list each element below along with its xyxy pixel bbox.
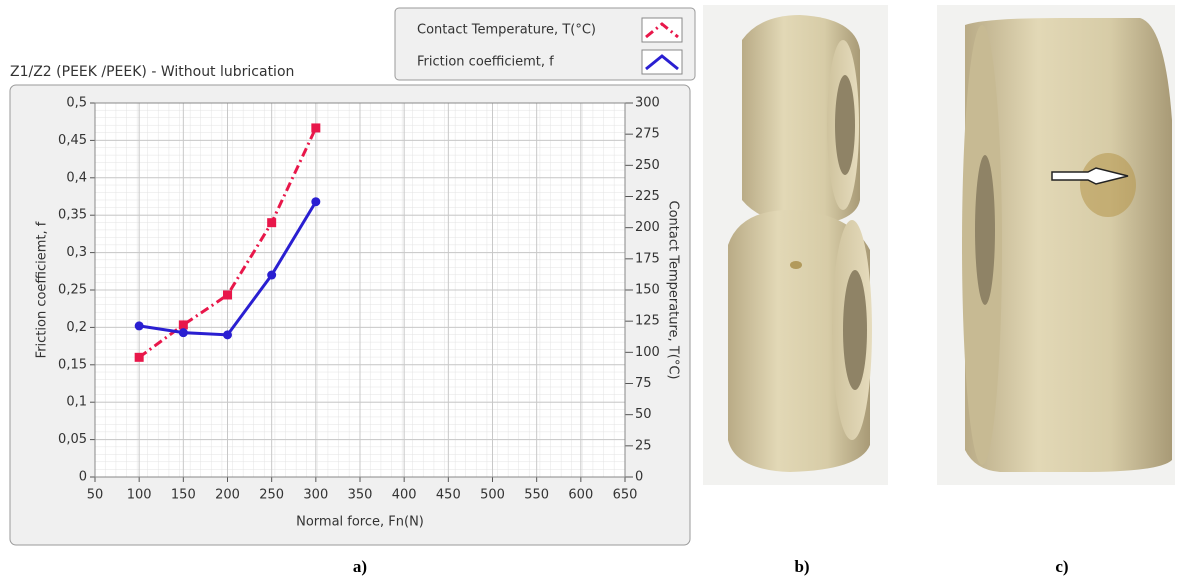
legend-swatch xyxy=(641,49,683,75)
x-tick-label: 50 xyxy=(87,488,104,503)
legend-swatch xyxy=(641,17,683,43)
photo-c xyxy=(937,5,1175,485)
y2-tick-label: 225 xyxy=(635,189,660,204)
y-axis-label: Friction coefficiemt, f xyxy=(35,221,50,358)
legend-line xyxy=(645,54,679,71)
y2-tick-label: 75 xyxy=(635,376,652,391)
panel-label: c) xyxy=(1055,557,1068,576)
x-tick-label: 150 xyxy=(171,488,196,503)
point xyxy=(134,352,144,362)
y2-tick-label: 0 xyxy=(635,470,643,485)
y2-tick-label: 175 xyxy=(635,251,660,266)
panel-label: a) xyxy=(353,557,367,576)
y2-tick-label: 300 xyxy=(635,96,660,111)
legend-line xyxy=(645,22,679,39)
x-tick-label: 300 xyxy=(303,488,328,503)
photo-b xyxy=(703,5,888,485)
point xyxy=(178,320,188,330)
x-axis-label: Normal force, Fn(N) xyxy=(296,515,424,530)
y-tick-label: 0,25 xyxy=(58,283,87,298)
y2-tick-label: 150 xyxy=(635,283,660,298)
y2-tick-label: 200 xyxy=(635,220,660,235)
y2-tick-label: 25 xyxy=(635,438,652,453)
point xyxy=(311,123,321,133)
y2-tick-label: 50 xyxy=(635,407,652,422)
legend-label: Friction coefficiemt, f xyxy=(417,55,554,70)
y-tick-label: 0 xyxy=(79,470,87,485)
y-tick-label: 0,15 xyxy=(58,357,87,372)
point xyxy=(311,197,321,207)
chart-title: Z1/Z2 (PEEK /PEEK) - Without lubrication xyxy=(10,64,294,80)
y2-tick-label: 100 xyxy=(635,345,660,360)
x-tick-label: 200 xyxy=(215,488,240,503)
y-tick-label: 0,5 xyxy=(66,96,87,111)
y2-axis-label: Contact Temperature, T(°C) xyxy=(666,201,681,380)
point xyxy=(134,321,144,331)
y2-tick-label: 125 xyxy=(635,314,660,329)
point xyxy=(178,328,188,338)
x-tick-label: 500 xyxy=(480,488,505,503)
y-tick-label: 0,2 xyxy=(66,320,87,335)
point xyxy=(223,290,232,300)
plot-frame xyxy=(94,102,626,478)
y-tick-label: 0,3 xyxy=(66,245,87,260)
y2-tick-label: 275 xyxy=(635,127,660,142)
x-tick-label: 650 xyxy=(613,488,638,503)
x-tick-label: 400 xyxy=(392,488,417,503)
y-tick-label: 0,35 xyxy=(58,208,87,223)
point xyxy=(267,270,277,280)
x-tick-label: 350 xyxy=(348,488,373,503)
y-tick-label: 0,4 xyxy=(66,170,87,185)
y-tick-label: 0,05 xyxy=(58,432,87,447)
point xyxy=(267,218,277,228)
x-tick-label: 550 xyxy=(524,488,549,503)
y-tick-label: 0,1 xyxy=(66,395,87,410)
x-tick-label: 250 xyxy=(259,488,284,503)
y2-tick-label: 250 xyxy=(635,158,660,173)
x-tick-label: 100 xyxy=(127,488,152,503)
legend-label: Contact Temperature, T(°C) xyxy=(417,23,596,38)
y-tick-label: 0,45 xyxy=(58,133,87,148)
legend xyxy=(394,7,696,81)
x-tick-label: 450 xyxy=(436,488,461,503)
point xyxy=(223,330,232,340)
panel-label: b) xyxy=(794,557,809,576)
x-tick-label: 600 xyxy=(568,488,593,503)
